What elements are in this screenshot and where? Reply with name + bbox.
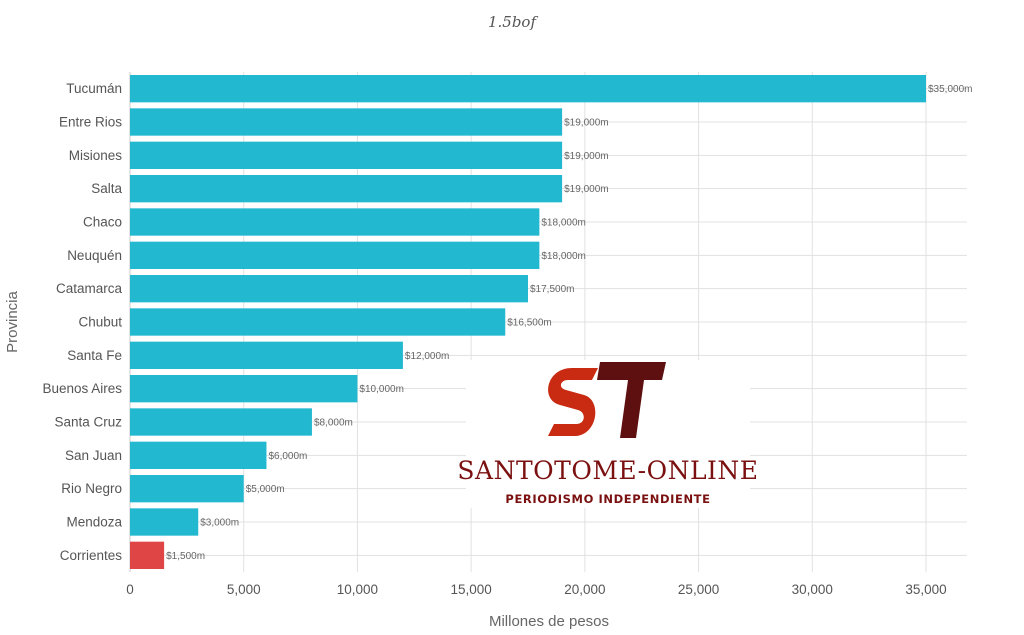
x-tick-label: 30,000 [792, 582, 833, 597]
watermark-name: SANTOTOME-ONLINE [457, 456, 758, 485]
y-tick-label: Neuquén [67, 248, 122, 263]
x-tick-label: 25,000 [678, 582, 719, 597]
data-label: $12,000m [405, 351, 449, 362]
data-label: $3,000m [200, 518, 239, 529]
bar [130, 208, 540, 236]
y-axis-title: Provincia [4, 291, 21, 353]
x-tick-label: 35,000 [905, 582, 946, 597]
data-label: $8,000m [314, 418, 353, 429]
bars [130, 75, 926, 569]
bar [130, 541, 165, 569]
bar [130, 508, 199, 536]
data-label: $35,000m [928, 84, 972, 95]
y-tick-label: Santa Fe [67, 348, 122, 363]
y-tick-label: Santa Cruz [54, 415, 122, 430]
y-tick-label: Catamarca [56, 281, 123, 296]
y-tick-label: Mendoza [66, 515, 122, 530]
data-label: $10,000m [359, 384, 403, 395]
y-tick-label: Corrientes [60, 548, 123, 563]
x-tick-label: 10,000 [337, 582, 378, 597]
bar [130, 441, 267, 469]
y-tick-label: Chubut [78, 315, 122, 330]
chart-title: 1.5bof [488, 13, 538, 31]
bar [130, 75, 926, 103]
data-label: $5,000m [246, 484, 285, 495]
x-tick-label: 20,000 [564, 582, 605, 597]
y-tick-label: Tucumán [66, 81, 122, 96]
y-tick-label: Chaco [83, 215, 122, 230]
x-tick-label: 5,000 [227, 582, 261, 597]
st-monogram-icon [548, 362, 666, 438]
watermark-tagline: PERIODISMO INDEPENDIENTE [505, 492, 710, 506]
y-tick-label: San Juan [65, 448, 122, 463]
y-tick-label: Misiones [69, 148, 123, 163]
y-tick-label: Salta [91, 181, 122, 196]
data-label: $6,000m [268, 451, 307, 462]
bar [130, 308, 506, 336]
data-label: $19,000m [564, 118, 608, 129]
data-labels: $35,000m $19,000m $19,000m $19,000m $18,000m… [166, 84, 972, 562]
bar [130, 375, 358, 403]
bar [130, 341, 403, 369]
x-axis-title: Millones de pesos [489, 613, 609, 630]
x-tick-label: 0 [126, 582, 134, 597]
data-label: $19,000m [564, 151, 608, 162]
bar [130, 141, 563, 169]
watermark-logo: SANTOTOME-ONLINE PERIODISMO INDEPENDIENT… [457, 360, 758, 508]
data-label: $16,500m [507, 318, 551, 329]
y-axis-ticks: Tucumán Entre Rios Misiones Salta Chaco Neuqu… [42, 81, 122, 563]
bar [130, 475, 244, 503]
data-label: $18,000m [541, 218, 585, 229]
y-tick-label: Buenos Aires [42, 381, 122, 396]
bar [130, 241, 540, 269]
bar [130, 108, 563, 136]
bar [130, 275, 528, 303]
data-label: $17,500m [530, 284, 574, 295]
data-label: $19,000m [564, 184, 608, 195]
y-tick-label: Rio Negro [61, 481, 122, 496]
watermark-background [466, 360, 750, 508]
data-label: $18,000m [541, 251, 585, 262]
x-axis-ticks: 0 5,000 10,000 15,000 20,000 25,000 30,000 35,0… [126, 582, 946, 597]
y-tick-label: Entre Rios [59, 115, 122, 130]
bar [130, 175, 563, 203]
bar [130, 408, 312, 436]
data-label: $1,500m [166, 551, 205, 562]
x-tick-label: 15,000 [450, 582, 491, 597]
